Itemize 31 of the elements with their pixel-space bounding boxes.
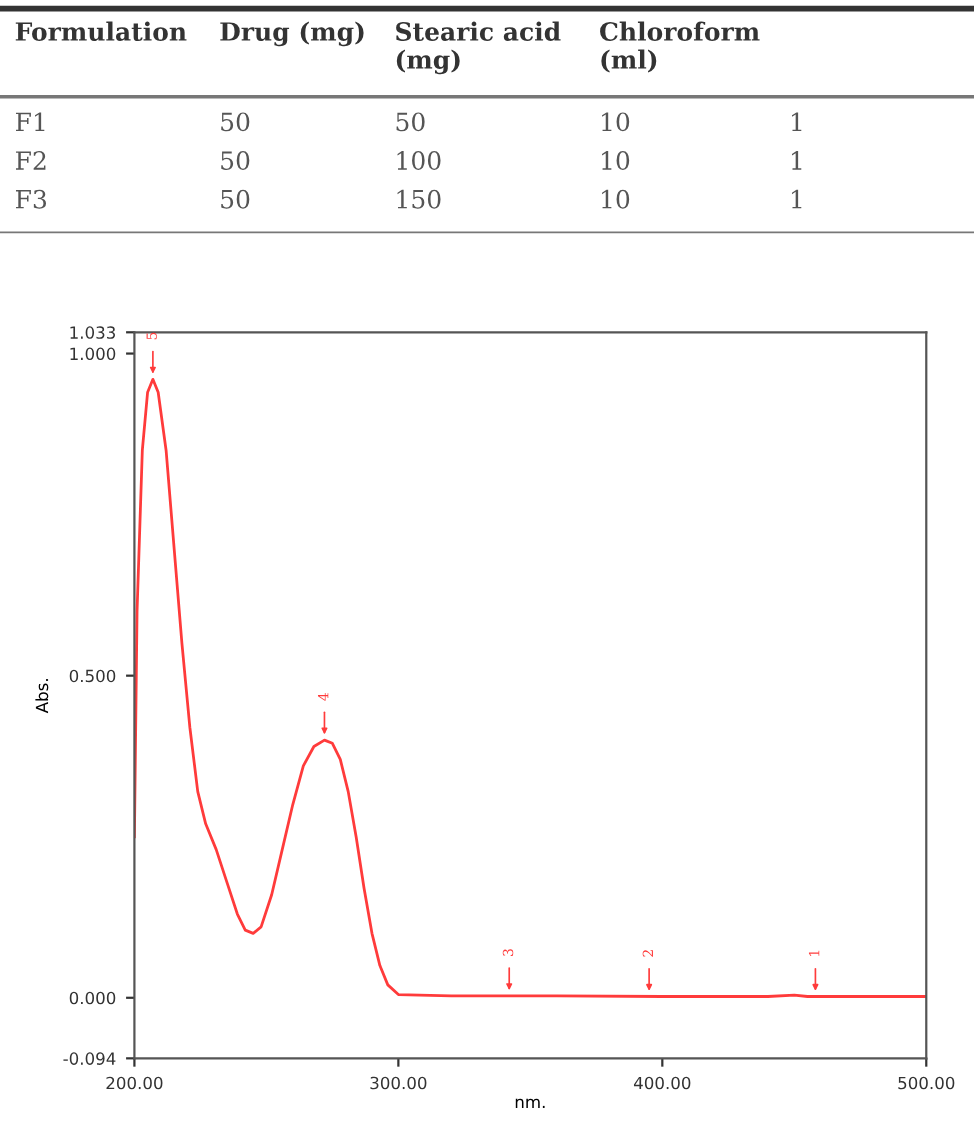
text: 50 — [221, 112, 250, 132]
x-tick-label: 200.00 — [106, 1076, 163, 1090]
y-tick-label: -0.094 — [63, 1052, 116, 1065]
text: 1 — [791, 189, 802, 209]
text: 10 — [602, 189, 630, 209]
text: 150 — [397, 189, 441, 209]
text: F1 — [15, 112, 45, 131]
text: 100 — [397, 151, 441, 170]
text: 50 — [396, 112, 425, 132]
y-axis-title: Abs. — [35, 679, 49, 714]
text: 10 — [602, 151, 630, 170]
x-axis-title: nm. — [515, 1098, 545, 1108]
y-tick-label: 1.033 — [70, 326, 116, 339]
x-tick-label: 500.00 — [898, 1076, 955, 1090]
x-tick-label: 300.00 — [370, 1076, 427, 1090]
text: 1 — [791, 112, 802, 131]
text: F3 — [15, 189, 47, 209]
line-series — [134, 377, 927, 998]
x-tick-label: 400.00 — [633, 1076, 691, 1090]
y-tick-label: 1.000 — [70, 347, 116, 361]
y-tick-label: 0.000 — [69, 991, 116, 1005]
category-label: Chloroform (ml) — [600, 21, 760, 73]
category-label: Drug (mg) — [220, 21, 364, 47]
text: 50 — [221, 151, 250, 170]
text: 50 — [221, 189, 250, 209]
text: 10 — [602, 112, 630, 132]
category-label: Formulation — [15, 21, 187, 41]
category-label: Stearic acid (mg) — [396, 21, 561, 75]
text: 1 — [791, 151, 802, 170]
y-tick-label: 0.500 — [69, 669, 116, 683]
text: F2 — [15, 151, 46, 170]
